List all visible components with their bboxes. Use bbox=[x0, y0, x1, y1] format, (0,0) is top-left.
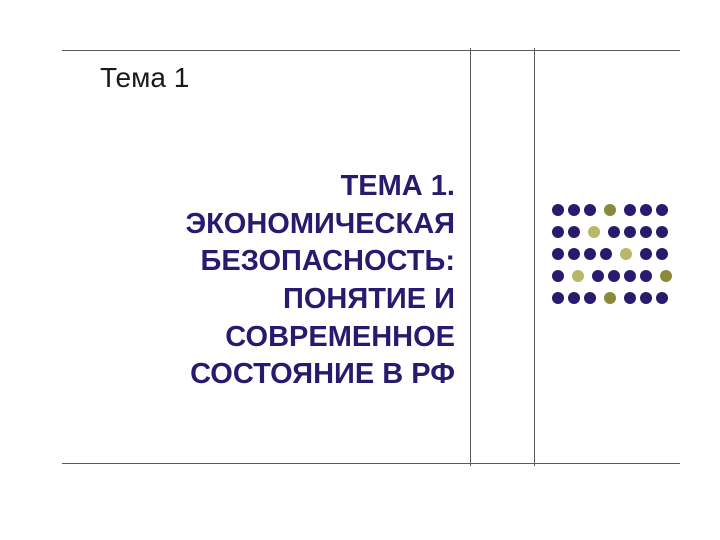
presentation-slide: Тема 1 ТЕМА 1. ЭКОНОМИЧЕСКАЯ БЕЗОПАСНОСТ… bbox=[0, 0, 720, 540]
decorative-dot-grid bbox=[0, 0, 720, 540]
